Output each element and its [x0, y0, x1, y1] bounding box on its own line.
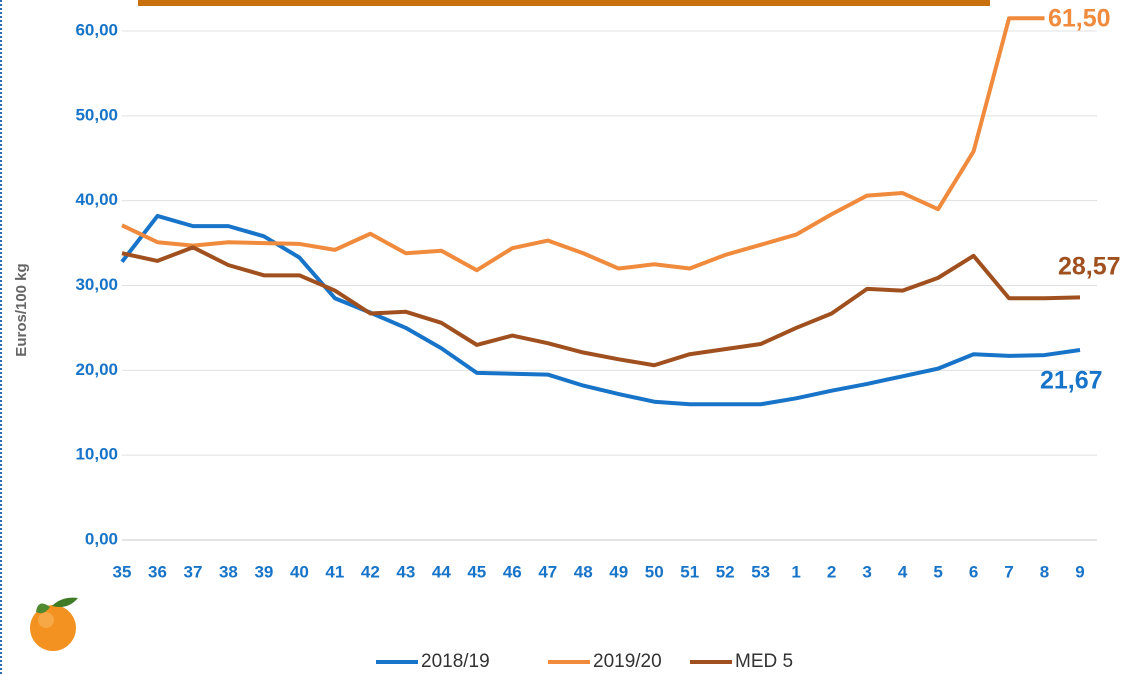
top-bar	[138, 0, 990, 6]
end-label: 28,57	[1058, 253, 1121, 281]
legend-label: 2018/19	[421, 651, 490, 672]
y-tick-label: 60,00	[75, 20, 118, 39]
x-tick-label: 45	[467, 562, 486, 581]
y-tick-label: 30,00	[75, 275, 118, 294]
x-tick-label: 9	[1075, 562, 1084, 581]
x-tick-label: 1	[791, 562, 800, 581]
y-tick-label: 40,00	[75, 190, 118, 209]
x-tick-label: 3	[862, 562, 871, 581]
x-tick-label: 6	[969, 562, 978, 581]
x-tick-label: 2	[827, 562, 836, 581]
orange-icon	[30, 598, 78, 651]
chart: Euros/100 kg 0,00 10,00 20,00 30,00 40,00 50,…	[0, 0, 1122, 674]
x-tick-label: 50	[645, 562, 664, 581]
x-tick-label: 5	[933, 562, 942, 581]
x-tick-label: 8	[1040, 562, 1049, 581]
x-tick-label: 43	[396, 562, 415, 581]
x-tick-label: 36	[148, 562, 167, 581]
x-tick-label: 40	[290, 562, 309, 581]
x-tick-label: 47	[538, 562, 557, 581]
x-tick-label: 4	[898, 562, 908, 581]
legend-label: MED 5	[735, 651, 793, 672]
series-line	[122, 247, 1080, 365]
x-tick-label: 41	[325, 562, 344, 581]
legend-label: 2019/20	[593, 651, 662, 672]
x-tick-label: 44	[432, 562, 451, 581]
x-tick-label: 39	[254, 562, 273, 581]
x-tick-label: 38	[219, 562, 238, 581]
x-tick-label: 48	[574, 562, 593, 581]
y-axis-label: Euros/100 kg	[13, 263, 30, 356]
page: {"chart_data": { "type": "line", "y_labe…	[0, 0, 1122, 674]
end-label: 61,50	[1048, 5, 1111, 33]
y-tick-label: 50,00	[75, 105, 118, 124]
x-tick-label: 51	[680, 562, 699, 581]
x-tick-label: 49	[609, 562, 628, 581]
x-tick-label: 52	[716, 562, 735, 581]
end-label: 21,67	[1040, 367, 1103, 395]
series-line	[122, 18, 1045, 270]
x-tick-label: 35	[113, 562, 132, 581]
x-tick-label: 42	[361, 562, 380, 581]
x-tick-label: 53	[751, 562, 770, 581]
x-tick-label: 37	[184, 562, 203, 581]
y-tick-label: 10,00	[75, 445, 118, 464]
y-tick-label: 0,00	[85, 529, 118, 548]
x-tick-label: 7	[1004, 562, 1013, 581]
y-tick-label: 20,00	[75, 360, 118, 379]
x-tick-label: 46	[503, 562, 522, 581]
